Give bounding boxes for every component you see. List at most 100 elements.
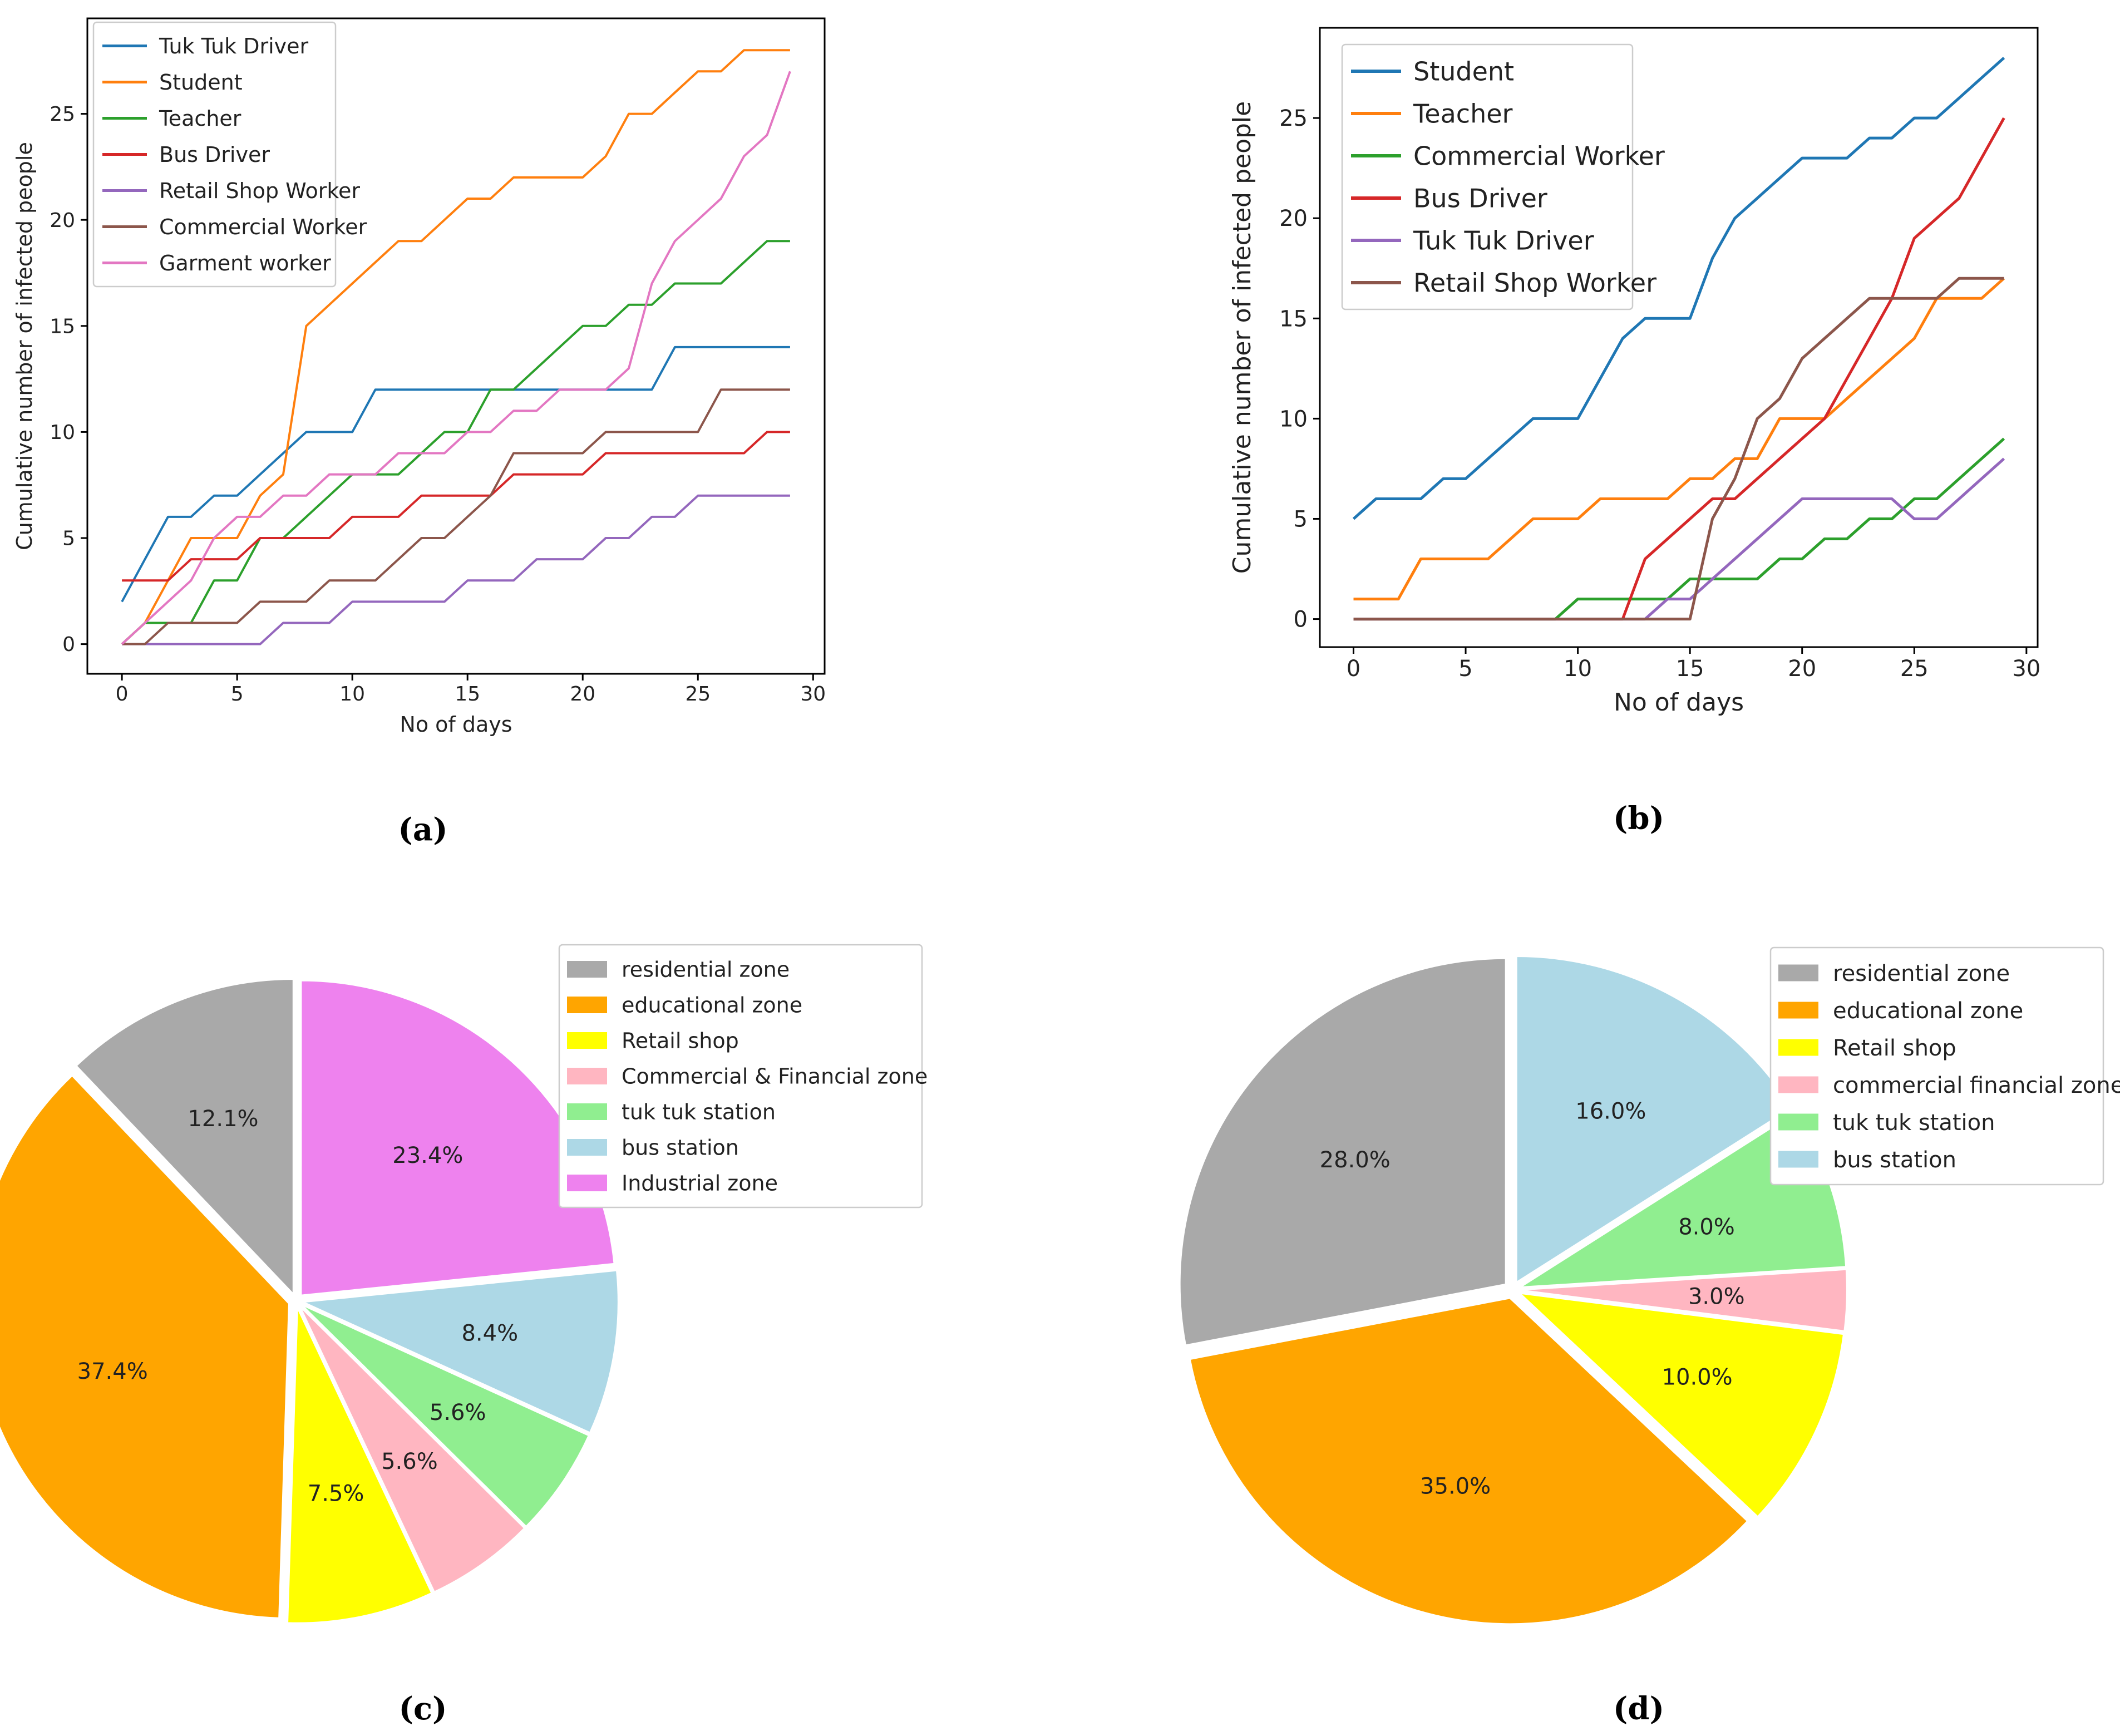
legend-label-6: Industrial zone (622, 1171, 778, 1196)
pie-pct-label: 5.6% (381, 1449, 438, 1474)
y-axis-label: Cumulative number of infected people (12, 142, 37, 550)
legend-label-0: residential zone (622, 958, 790, 982)
legend-swatch-6 (567, 1175, 607, 1191)
pie-pct-label: 28.0% (1320, 1147, 1391, 1173)
pie-pct-label: 37.4% (77, 1359, 148, 1384)
pie-pct-label: 5.6% (430, 1400, 486, 1426)
x-tick-label: 30 (800, 683, 826, 706)
pie-chart-c: 12.1% 37.4% 7.5% 5.6% 5.6% 8.4% 23.4% residenti… (0, 944, 928, 1624)
pie-pct-label: 23.4% (392, 1143, 463, 1168)
series-line-2 (121, 240, 790, 645)
x-tick-label: 15 (455, 683, 480, 706)
pie-slice-4 (302, 1305, 590, 1527)
legend-box (1341, 43, 1634, 310)
series-line-5 (122, 388, 790, 645)
legend-swatch-2 (1778, 1039, 1818, 1056)
legend-label-3: commercial financial zone (1833, 1073, 2120, 1098)
y-tick-label: 5 (62, 527, 75, 550)
panel-label-a: (a) (398, 811, 447, 848)
y-tick-label: 20 (50, 209, 75, 232)
legend-swatch-5 (567, 1139, 607, 1156)
y-tick-label: 10 (50, 421, 75, 444)
legend-label-5: bus station (1833, 1147, 1956, 1173)
legend-label-2: Commercial Worker (1413, 141, 1665, 171)
legend-label-2: Retail shop (1833, 1035, 1956, 1061)
pie-chart-d: 28.0% 35.0% 10.0% 3.0% 8.0% 16.0% residential … (1179, 946, 2120, 1625)
panel-label-d: (d) (1613, 1690, 1664, 1727)
legend-swatch-3 (567, 1068, 607, 1084)
series-line-6 (121, 71, 791, 645)
series-line-0 (1352, 57, 2005, 520)
pie-pct-label: 8.0% (1678, 1215, 1735, 1240)
panel-label-c: (c) (398, 1690, 447, 1727)
legend-label-3: Bus Driver (159, 142, 270, 167)
legend-swatch-1 (567, 997, 607, 1013)
legend-label-5: Retail Shop Worker (1413, 268, 1656, 298)
y-tick-label: 5 (1294, 506, 1308, 532)
series-line-0 (121, 346, 790, 603)
legend-label-1: educational zone (1833, 998, 2023, 1024)
legend: Tuk Tuk Driver Student Teacher Bus Driver Re… (92, 21, 367, 288)
series-line-4 (122, 494, 790, 645)
legend-label-1: Teacher (1413, 99, 1513, 129)
x-tick-label: 25 (1900, 656, 1929, 682)
legend-label-5: Commercial Worker (159, 215, 367, 239)
legend-label-4: tuk tuk station (1833, 1110, 1995, 1136)
x-tick-label: 0 (1347, 656, 1360, 682)
pie-slice-1 (0, 1075, 289, 1619)
y-tick-label: 10 (1279, 406, 1308, 432)
series-line-3 (122, 431, 790, 582)
y-tick-label: 15 (50, 315, 75, 338)
x-tick-label: 10 (339, 683, 365, 706)
pie-slice-5 (302, 1270, 619, 1433)
plot-frame (86, 17, 826, 675)
legend-label-4: tuk tuk station (622, 1100, 776, 1125)
x-tick-label: 20 (1788, 656, 1816, 682)
pie-pct-label: 16.0% (1575, 1098, 1646, 1124)
legend-box (92, 21, 337, 288)
pie-slice-2 (1518, 1293, 1845, 1517)
pie-slice-3 (300, 1306, 525, 1593)
legend: Student Teacher Commercial Worker Bus Drive… (1341, 43, 1665, 310)
x-tick-label: 5 (231, 683, 244, 706)
legend-label-2: Teacher (159, 106, 241, 131)
y-tick-label: 25 (1279, 106, 1308, 131)
pie-slice-5 (1516, 955, 1792, 1283)
legend-swatch-1 (1778, 1002, 1818, 1019)
legend-label-0: Student (1413, 57, 1514, 87)
pie-pct-label: 10.0% (1662, 1364, 1733, 1390)
legend-swatch-5 (1778, 1151, 1818, 1168)
plot-frame (1319, 27, 2039, 648)
legend-box (1769, 946, 2104, 1186)
legend-label-0: Tuk Tuk Driver (159, 34, 309, 58)
x-tick-label: 25 (685, 683, 711, 706)
pie-slice-3 (1521, 1269, 1847, 1331)
y-tick-label: 15 (1279, 306, 1308, 332)
pie-slice-2 (287, 1308, 432, 1624)
series-line-1 (121, 49, 790, 645)
y-tick-label: 0 (62, 633, 75, 656)
y-axis-label: Cumulative number of infected people (1228, 101, 1256, 574)
legend-label-1: Student (159, 70, 243, 95)
x-tick-label: 10 (1564, 656, 1592, 682)
legend-label-3: Commercial & Financial zone (622, 1064, 928, 1089)
panel-label-b: (b) (1613, 800, 1664, 837)
legend-swatch-0 (567, 961, 607, 978)
line-chart-b: 0 5 10 15 20 25 30 0 5 10 15 20 25 No of days Cumulati… (1228, 27, 2040, 717)
series-line-1 (1353, 277, 2005, 601)
legend-label-4: Retail Shop Worker (159, 179, 360, 203)
x-tick-label: 20 (570, 683, 595, 706)
legend-box (558, 944, 923, 1209)
series-line-4 (1353, 457, 2005, 621)
legend-swatch-2 (567, 1032, 607, 1049)
x-tick-label: 0 (116, 683, 129, 706)
x-tick-label: 30 (2012, 656, 2040, 682)
legend-label-0: residential zone (1833, 961, 2010, 987)
y-tick-label: 0 (1294, 607, 1308, 633)
pie-slice-0 (76, 978, 294, 1295)
x-tick-label: 15 (1676, 656, 1704, 682)
line-chart-a: 0 5 10 15 20 25 30 0 5 10 15 20 25 No of days Cumulati… (12, 17, 826, 737)
y-tick-label: 25 (50, 103, 75, 126)
series-line-5 (1353, 277, 2004, 621)
